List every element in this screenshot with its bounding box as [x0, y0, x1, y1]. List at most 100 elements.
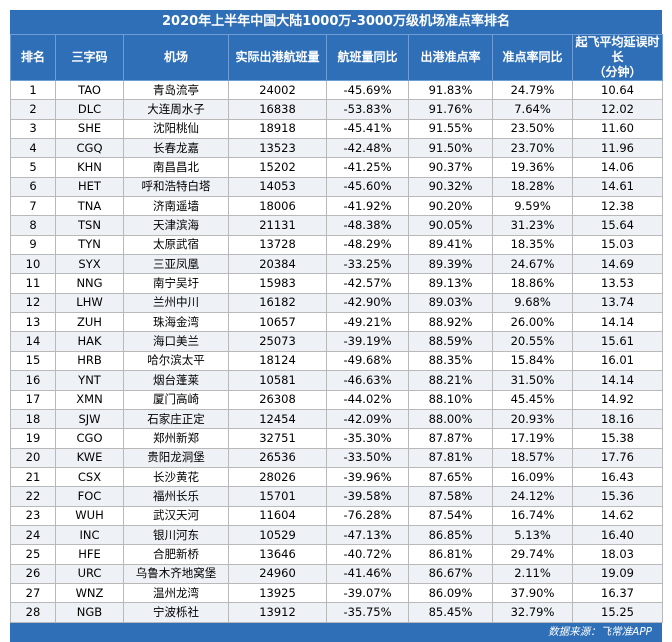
- cell-flights: 10581: [228, 370, 327, 391]
- header-ontime: 出港准点率: [408, 34, 493, 81]
- cell-code: KWE: [55, 447, 124, 468]
- ranking-table: 排名 三字码 机场 实际出港航班量 航班量同比 出港准点率 准点率同比 起飞平均…: [10, 34, 663, 623]
- cell-code: URC: [55, 563, 124, 584]
- cell-ontime-yoy: 45.45%: [492, 389, 573, 410]
- cell-ontime: 87.81%: [408, 447, 493, 468]
- cell-ontime-yoy: 18.28%: [492, 176, 573, 198]
- cell-rank: 9: [10, 234, 56, 256]
- table-row: 23 WUH 武汉天河 11604 -76.28% 87.54% 16.74% 14.62: [10, 505, 663, 526]
- cell-delay: 14.06: [572, 157, 663, 178]
- cell-delay: 14.61: [572, 176, 663, 198]
- cell-rank: 17: [10, 389, 56, 410]
- cell-flights: 18006: [228, 196, 327, 217]
- cell-delay: 12.38: [572, 196, 663, 217]
- cell-ontime: 89.03%: [408, 292, 493, 314]
- cell-flights-yoy: -46.63%: [326, 370, 409, 391]
- cell-flights: 12454: [228, 408, 327, 430]
- cell-delay: 14.62: [572, 505, 663, 526]
- cell-ontime-yoy: 5.13%: [492, 524, 573, 546]
- cell-airport: 南宁吴圩: [123, 273, 229, 294]
- cell-airport: 哈尔滨太平: [123, 350, 229, 372]
- table-row: 18 SJW 石家庄正定 12454 -42.09% 88.00% 20.93% 18.16: [10, 408, 663, 430]
- header-flights-yoy: 航班量同比: [326, 34, 409, 81]
- cell-airport: 烟台蓬莱: [123, 370, 229, 391]
- cell-code: WUH: [55, 505, 124, 526]
- cell-airport: 厦门高崎: [123, 389, 229, 410]
- table-row: 14 HAK 海口美兰 25073 -39.19% 88.59% 20.55% 15.61: [10, 331, 663, 352]
- table-row: 9 TYN 太原武宿 13728 -48.29% 89.41% 18.35% 15.03: [10, 234, 663, 256]
- table-title: 2020年上半年中国大陆1000万-3000万级机场准点率排名: [10, 10, 662, 34]
- cell-ontime-yoy: 23.50%: [492, 118, 573, 140]
- cell-airport: 海口美兰: [123, 331, 229, 352]
- cell-ontime-yoy: 24.79%: [492, 79, 573, 101]
- table-row: 6 HET 呼和浩特白塔 14053 -45.60% 90.32% 18.28% 14.61: [10, 176, 663, 198]
- cell-flights-yoy: -49.68%: [326, 350, 409, 372]
- cell-airport: 沈阳桃仙: [123, 118, 229, 140]
- cell-airport: 乌鲁木齐地窝堡: [123, 563, 229, 584]
- table-row: 19 CGO 郑州新郑 32751 -35.30% 87.87% 17.19% 15.38: [10, 428, 663, 449]
- cell-delay: 15.64: [572, 215, 663, 236]
- header-airport: 机场: [123, 34, 229, 81]
- cell-flights-yoy: -40.72%: [326, 544, 409, 565]
- cell-code: HRB: [55, 350, 124, 372]
- cell-ontime: 91.76%: [408, 99, 493, 120]
- cell-code: KHN: [55, 157, 124, 178]
- cell-ontime-yoy: 7.64%: [492, 99, 573, 120]
- cell-code: XMN: [55, 389, 124, 410]
- cell-flights-yoy: -41.25%: [326, 157, 409, 178]
- cell-flights: 13728: [228, 234, 327, 256]
- cell-ontime: 88.59%: [408, 331, 493, 352]
- table-row: 5 KHN 南昌昌北 15202 -41.25% 90.37% 19.36% 14.06: [10, 157, 663, 178]
- cell-ontime-yoy: 19.36%: [492, 157, 573, 178]
- cell-delay: 15.03: [572, 234, 663, 256]
- cell-flights: 26308: [228, 389, 327, 410]
- cell-code: CGO: [55, 428, 124, 449]
- cell-ontime: 87.58%: [408, 486, 493, 507]
- cell-code: NGB: [55, 602, 124, 623]
- cell-code: DLC: [55, 99, 124, 120]
- cell-ontime-yoy: 20.55%: [492, 331, 573, 352]
- cell-delay: 14.14: [572, 312, 663, 333]
- cell-code: YNT: [55, 370, 124, 391]
- cell-flights-yoy: -39.07%: [326, 582, 409, 604]
- cell-flights: 20384: [228, 254, 327, 275]
- cell-airport: 珠海金湾: [123, 312, 229, 333]
- cell-flights-yoy: -33.50%: [326, 447, 409, 468]
- cell-rank: 1: [10, 79, 56, 101]
- cell-flights: 24002: [228, 79, 327, 101]
- cell-flights-yoy: -47.13%: [326, 524, 409, 546]
- cell-code: HFE: [55, 544, 124, 565]
- cell-rank: 12: [10, 292, 56, 314]
- cell-ontime: 88.10%: [408, 389, 493, 410]
- cell-ontime-yoy: 23.70%: [492, 138, 573, 159]
- cell-flights-yoy: -41.46%: [326, 563, 409, 584]
- cell-delay: 11.96: [572, 138, 663, 159]
- cell-code: LHW: [55, 292, 124, 314]
- cell-flights-yoy: -42.90%: [326, 292, 409, 314]
- cell-flights: 16838: [228, 99, 327, 120]
- cell-ontime: 87.87%: [408, 428, 493, 449]
- cell-ontime: 88.35%: [408, 350, 493, 372]
- cell-code: HAK: [55, 331, 124, 352]
- header-ontime-yoy: 准点率同比: [492, 34, 573, 81]
- cell-code: SHE: [55, 118, 124, 140]
- header-delay: 起飞平均延误时长 （分钟）: [572, 34, 663, 81]
- cell-flights: 11604: [228, 505, 327, 526]
- cell-code: INC: [55, 524, 124, 546]
- cell-ontime: 88.21%: [408, 370, 493, 391]
- cell-ontime-yoy: 31.50%: [492, 370, 573, 391]
- cell-flights: 26536: [228, 447, 327, 468]
- cell-ontime: 91.50%: [408, 138, 493, 159]
- cell-flights: 15202: [228, 157, 327, 178]
- cell-flights-yoy: -39.58%: [326, 486, 409, 507]
- cell-ontime: 88.00%: [408, 408, 493, 430]
- cell-rank: 21: [10, 466, 56, 488]
- cell-airport: 南昌昌北: [123, 157, 229, 178]
- table-row: 24 INC 银川河东 10529 -47.13% 86.85% 5.13% 16.40: [10, 524, 663, 546]
- cell-delay: 14.14: [572, 370, 663, 391]
- header-delay-line2: （分钟）: [593, 65, 642, 79]
- cell-ontime: 86.67%: [408, 563, 493, 584]
- cell-delay: 15.61: [572, 331, 663, 352]
- cell-airport: 石家庄正定: [123, 408, 229, 430]
- cell-rank: 20: [10, 447, 56, 468]
